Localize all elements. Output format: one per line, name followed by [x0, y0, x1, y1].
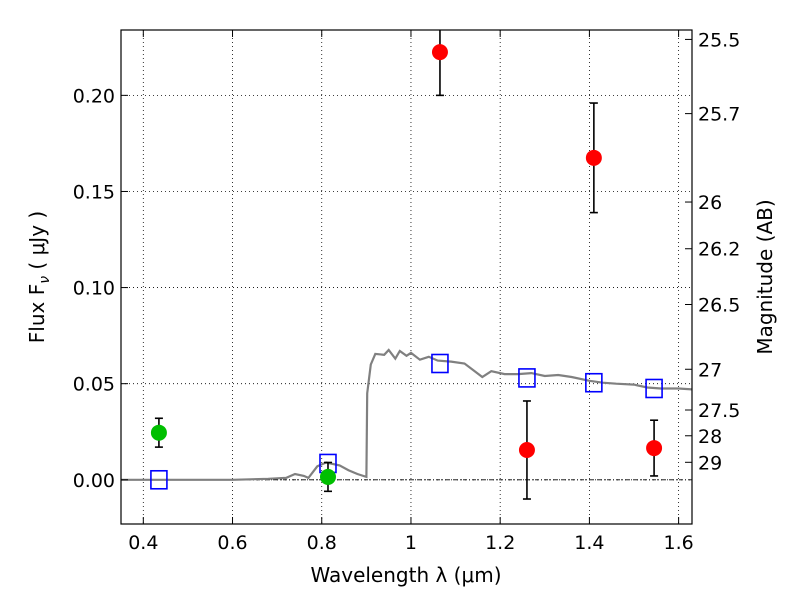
photometry-point	[431, 44, 448, 61]
y-tick-label: 0.05	[73, 374, 115, 396]
x-tick-label: 0.8	[307, 532, 337, 554]
x-axis-label: Wavelength λ (μm)	[310, 563, 501, 587]
y2-axis-label: Magnitude (AB)	[753, 199, 777, 354]
photometry-point	[518, 441, 535, 458]
y-tick-label: 0.20	[73, 85, 115, 107]
model-flux-square	[585, 372, 603, 393]
x-tick-label: 1	[405, 532, 417, 554]
model-flux-square	[150, 469, 168, 490]
y2-tick-label: 27	[698, 359, 722, 381]
plot-area	[121, 30, 692, 500]
model-flux-square	[518, 368, 536, 388]
y-tick-label: 0.10	[73, 278, 115, 300]
y2-tick-label: 26.2	[698, 239, 740, 261]
y2-tick-label: 25.5	[698, 29, 740, 51]
model-flux-square	[431, 353, 449, 374]
model-flux-square	[645, 378, 663, 399]
y2-tick-label: 26.5	[698, 294, 740, 316]
x-tick-label: 1.6	[664, 532, 694, 554]
x-tick-label: 1.2	[485, 532, 515, 554]
plot-series-group	[121, 30, 692, 500]
x-tick-label: 0.4	[128, 532, 158, 554]
y2-tick-label: 29	[698, 452, 722, 474]
axes-frame	[120, 29, 693, 525]
photometry-point	[150, 424, 167, 441]
photometry-point	[646, 440, 663, 457]
y-tick-label: 0.15	[73, 181, 115, 203]
y2-tick-label: 27.5	[698, 400, 740, 422]
photometry-point	[585, 149, 602, 166]
y2-tick-label: 25.7	[698, 104, 740, 126]
photometry-point	[319, 468, 336, 485]
x-tick-label: 1.4	[574, 532, 604, 554]
x-tick-label: 0.6	[217, 532, 247, 554]
y-axis-label: Flux Fν ( μJy )	[25, 211, 53, 343]
y2-tick-label: 26	[698, 192, 722, 214]
y2-tick-label: 28	[698, 426, 722, 448]
y-tick-label: 0.00	[73, 470, 115, 492]
axis-ticks: 0.4 0.6 0.8 1 1.2 1.4 1.6 0.00 0.05 0.10 0.15 0.20 2…	[73, 29, 741, 554]
grid-lines	[121, 30, 692, 524]
